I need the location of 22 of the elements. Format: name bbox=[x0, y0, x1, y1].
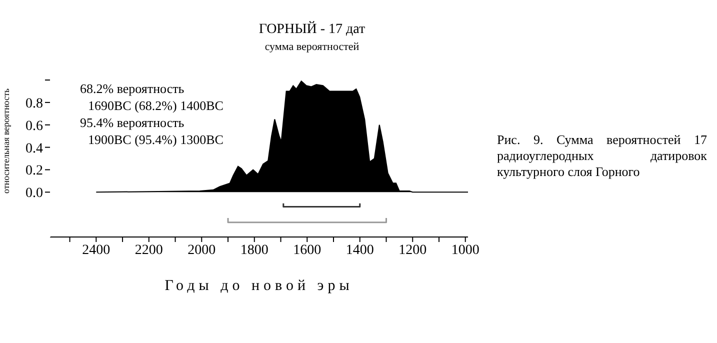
y-tick-label: 0.6 bbox=[26, 118, 43, 134]
y-tick-label: 0.0 bbox=[26, 186, 43, 202]
x-tick-label: 2400 bbox=[82, 242, 110, 258]
x-axis-title: Годы до новой эры bbox=[164, 278, 354, 294]
text: Рис. 9. Сумма вероятностей 17 радиоуглеродных датировок культурного слоя Горного bbox=[497, 132, 707, 180]
y-tick-label: 0.8 bbox=[26, 96, 43, 112]
y-tick-label: 0.4 bbox=[26, 141, 43, 156]
x-tick-label: 1400 bbox=[346, 242, 374, 258]
x-tick-label: 2000 bbox=[188, 242, 216, 258]
text: сумма вероятностей bbox=[264, 41, 360, 53]
x-tick-label: 2200 bbox=[134, 242, 163, 258]
annotation: 95.4% вероятность bbox=[80, 114, 186, 131]
x-tick-label: 1800 bbox=[240, 242, 268, 258]
y-axis-title: относительная вероятность bbox=[1, 88, 12, 194]
x-tick-label: 1200 bbox=[398, 242, 427, 258]
annotation: 68.2% вероятность bbox=[80, 80, 186, 97]
text: ГОРНЫЙ - 17 дат bbox=[258, 22, 366, 38]
x-tick-label: 1600 bbox=[293, 242, 322, 258]
annotation: 1900BC (95.4%) 1300BC bbox=[87, 131, 224, 148]
x-tick-label: 1000 bbox=[451, 242, 480, 258]
y-tick-label: 0.2 bbox=[26, 164, 43, 179]
annotation: 1690BC (68.2%) 1400BC bbox=[87, 97, 224, 114]
